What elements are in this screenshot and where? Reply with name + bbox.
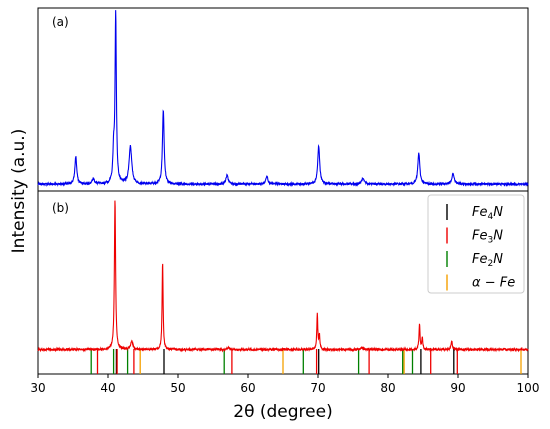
panel-a-label: (a) [52, 15, 69, 29]
x-tick-label-5: 80 [380, 381, 395, 395]
panel-b: (b) Fe4N Fe3N Fe2N α − Fe [37, 190, 529, 375]
x-tick-label-0: 30 [30, 381, 45, 395]
panel-a-frame [37, 7, 529, 192]
legend-label-0: Fe4N [472, 205, 503, 222]
x-tick-label-4: 70 [310, 381, 325, 395]
reference-lines [90, 349, 522, 374]
x-axis-ticks: 30 40 50 60 70 80 90 100 [30, 374, 539, 395]
y-axis-label: Intensity (a.u.) [9, 129, 29, 254]
legend-items: Fe4N Fe3N Fe2N α − Fe [446, 204, 515, 291]
panel-b-label: (b) [52, 201, 69, 215]
x-axis-label: 2θ (degree) [233, 402, 332, 422]
legend-label-1: Fe3N [472, 229, 503, 246]
panel-a-series-line [37, 10, 529, 188]
x-tick-label-1: 40 [100, 381, 115, 395]
legend-label-2: Fe2N [472, 252, 503, 269]
legend-frame [427, 194, 525, 294]
x-tick-label-7: 100 [517, 381, 540, 395]
panel-b-series-line [37, 200, 529, 353]
x-tick-label-6: 90 [450, 381, 465, 395]
x-tick-label-2: 50 [170, 381, 185, 395]
x-tick-label-3: 60 [240, 381, 255, 395]
legend: Fe4N Fe3N Fe2N α − Fe [427, 194, 525, 294]
legend-label-3: α − Fe [472, 276, 515, 291]
panel-a: (a) [37, 7, 529, 192]
